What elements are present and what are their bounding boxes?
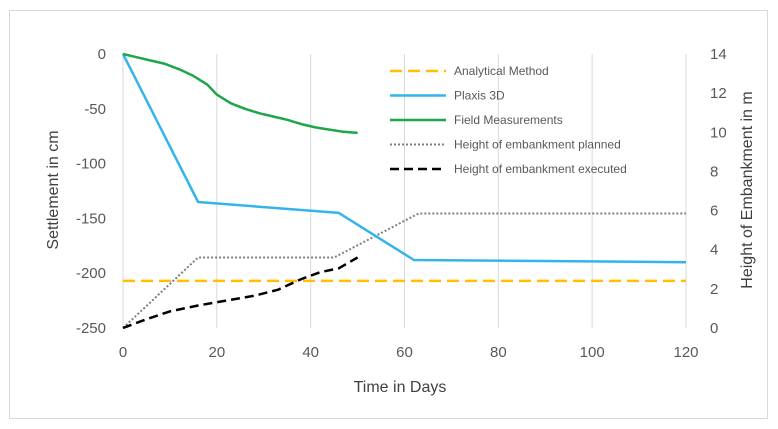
y2-tick-label: 4 (710, 242, 718, 259)
series-layer (121, 52, 687, 330)
y2-tick-label: 2 (710, 281, 718, 298)
y2-tick-label: 8 (710, 163, 718, 180)
legend: Analytical Method Plaxis 3D Field Measurem… (390, 64, 627, 176)
x-axis-title: Time in Days (354, 379, 447, 396)
legend-label: Height of embankment executed (454, 162, 627, 176)
y-axis-title: Settlement in cm (45, 130, 62, 249)
y-tick-label: -150 (76, 210, 106, 227)
x-tick-label: 120 (673, 344, 698, 361)
series-line-height-of-embankment-planned (122, 212, 686, 329)
series-line-plaxis-3d (121, 53, 687, 264)
legend-label: Height of embankment planned (454, 138, 621, 152)
series-line-field-measurements (122, 52, 358, 135)
legend-label: Plaxis 3D (454, 89, 505, 103)
legend-label: Analytical Method (454, 64, 549, 78)
y2-tick-label: 12 (710, 85, 727, 102)
x-tick-label: 100 (580, 344, 605, 361)
y2-tick-label: 10 (710, 124, 727, 141)
x-tick-label: 80 (490, 344, 507, 361)
series-line-height-of-embankment-executed (122, 256, 359, 330)
legend-label: Field Measurements (454, 113, 563, 127)
grid-layer (122, 54, 687, 328)
y-tick-label: -200 (76, 265, 106, 282)
y2-axis-title: Height of Embankment in m (739, 91, 756, 288)
x-tick-label: 0 (119, 344, 127, 361)
y2-tick-label: 14 (710, 46, 727, 63)
x-tick-label: 40 (302, 344, 319, 361)
y-tick-label: 0 (98, 46, 106, 63)
y2-tick-label: 0 (710, 320, 718, 337)
x-tick-label: 60 (396, 344, 413, 361)
y-tick-label: -50 (84, 101, 106, 118)
tick-layer: 0 20 40 60 80 100 120 0 -50 -100 -150 -200 -250 0 2 4 6 8… (76, 46, 727, 361)
x-tick-label: 20 (208, 344, 225, 361)
y2-tick-label: 6 (710, 203, 718, 220)
y-tick-label: -100 (76, 156, 106, 173)
y-tick-label: -250 (76, 320, 106, 337)
